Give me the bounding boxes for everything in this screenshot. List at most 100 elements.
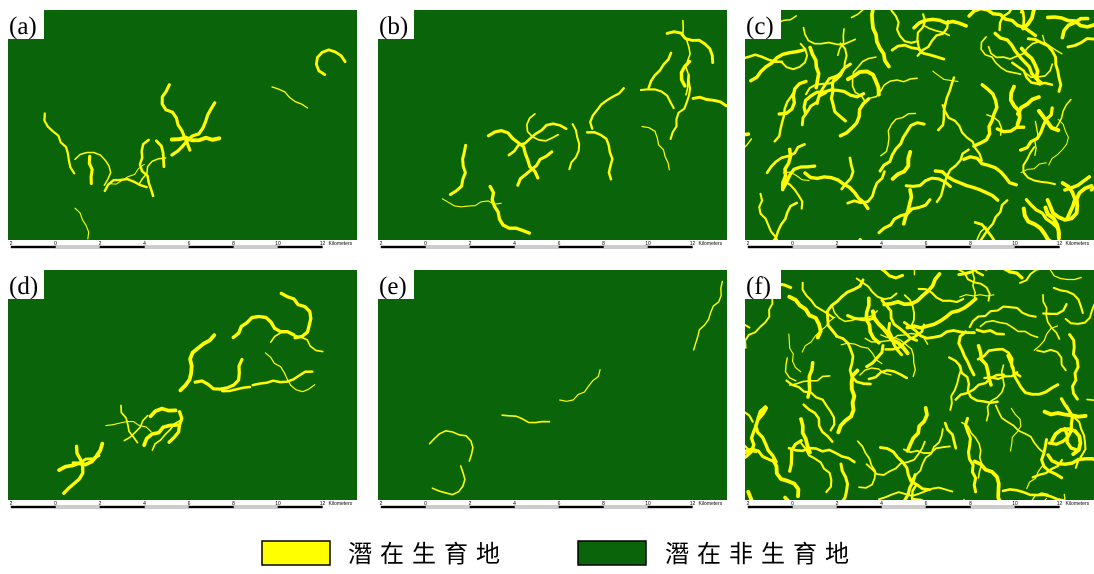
scale-label: 0 [424,501,427,507]
scale-segment [189,506,234,508]
scale-label: 0 [54,501,57,507]
panel-label: (e) [379,273,407,300]
scale-label: 0 [791,241,794,247]
scale-bar-band [8,240,357,250]
scale-segment [234,506,279,508]
scale-segment [748,246,793,248]
scale-segment [604,506,649,508]
scale-label: 2 [747,241,750,247]
scale-label: 2 [380,241,383,247]
scale-segment [793,246,838,248]
scale-segment [926,246,971,248]
map-panel: (f)2024681012Kilometers [720,219,1094,549]
scale-segment [145,246,190,248]
scale-segment [559,506,604,508]
legend-swatch [262,541,330,565]
scale-label: 8 [602,241,605,247]
scale-label: 0 [424,241,427,247]
legend-label: 潛在非生育地 [665,540,857,568]
scale-segment [100,246,145,248]
panel-label: (a) [9,13,37,40]
scale-label: 4 [880,501,883,507]
scale-segment [234,246,279,248]
scale-label: 4 [513,241,516,247]
legend-swatch [578,541,646,565]
scale-segment [604,246,649,248]
scale-segment [278,246,323,248]
scale-label: 4 [513,501,516,507]
scale-segment [648,246,693,248]
scale-label: 2 [10,241,13,247]
scale-label: 8 [232,501,235,507]
scale-unit: Kilometers [329,241,353,247]
scale-unit: Kilometers [1066,501,1090,507]
scale-label: 10 [645,501,651,507]
scale-segment [837,506,882,508]
scale-label: 8 [969,501,972,507]
scale-label: 0 [791,501,794,507]
scale-label: 6 [558,501,561,507]
scale-label: 6 [188,501,191,507]
scale-segment [11,506,56,508]
scale-label: 12 [690,501,696,507]
scale-label: 10 [275,501,281,507]
scale-label: 10 [645,241,651,247]
scale-label: 2 [836,241,839,247]
scale-bar-band [745,500,1094,510]
scale-segment [278,506,323,508]
scale-label: 12 [320,241,326,247]
scale-unit: Kilometers [699,241,723,247]
scale-segment [1015,506,1060,508]
scale-segment [56,506,101,508]
map-background [378,270,727,508]
scale-segment [971,506,1016,508]
scale-segment [470,506,515,508]
scale-segment [470,246,515,248]
scale-label: 12 [690,241,696,247]
scale-label: 6 [188,241,191,247]
scale-segment [381,246,426,248]
scale-label: 8 [969,241,972,247]
scale-label: 2 [99,501,102,507]
scale-label: 2 [469,241,472,247]
scale-label: 4 [143,501,146,507]
scale-segment [189,246,234,248]
scale-bar-band [745,240,1094,250]
scale-segment [1015,246,1060,248]
scale-label: 12 [320,501,326,507]
scale-bar-band [378,500,727,510]
habitat-branch [963,256,986,270]
scale-label: 12 [1057,501,1063,507]
scale-unit: Kilometers [699,501,723,507]
scale-segment [426,506,471,508]
scale-segment [748,506,793,508]
scale-unit: Kilometers [329,501,353,507]
scale-segment [426,246,471,248]
scale-segment [100,506,145,508]
panel-label: (b) [379,13,408,40]
scale-label: 6 [925,501,928,507]
map-panel: (a)2024681012Kilometers [8,10,357,250]
scale-label: 6 [925,241,928,247]
scale-label: 4 [143,241,146,247]
scale-segment [648,506,693,508]
scale-label: 10 [275,241,281,247]
panel-label: (c) [746,13,774,40]
figure: 潛在生育地 潛在非生育地 (a)2024681012Kilometers(b)2… [0,0,1094,574]
scale-label: 8 [602,501,605,507]
scale-label: 2 [10,501,13,507]
scale-label: 8 [232,241,235,247]
scale-segment [559,246,604,248]
scale-segment [56,246,101,248]
scale-segment [882,506,927,508]
legend-label: 潛在生育地 [348,540,508,568]
scale-label: 12 [1057,241,1063,247]
scale-label: 10 [1012,241,1018,247]
map-panel: (c)2024681012Kilometers [723,0,1094,272]
scale-segment [837,246,882,248]
map-panel: (b)2024681012Kilometers [378,10,740,250]
scale-segment [971,246,1016,248]
scale-label: 2 [380,501,383,507]
scale-label: 4 [880,241,883,247]
